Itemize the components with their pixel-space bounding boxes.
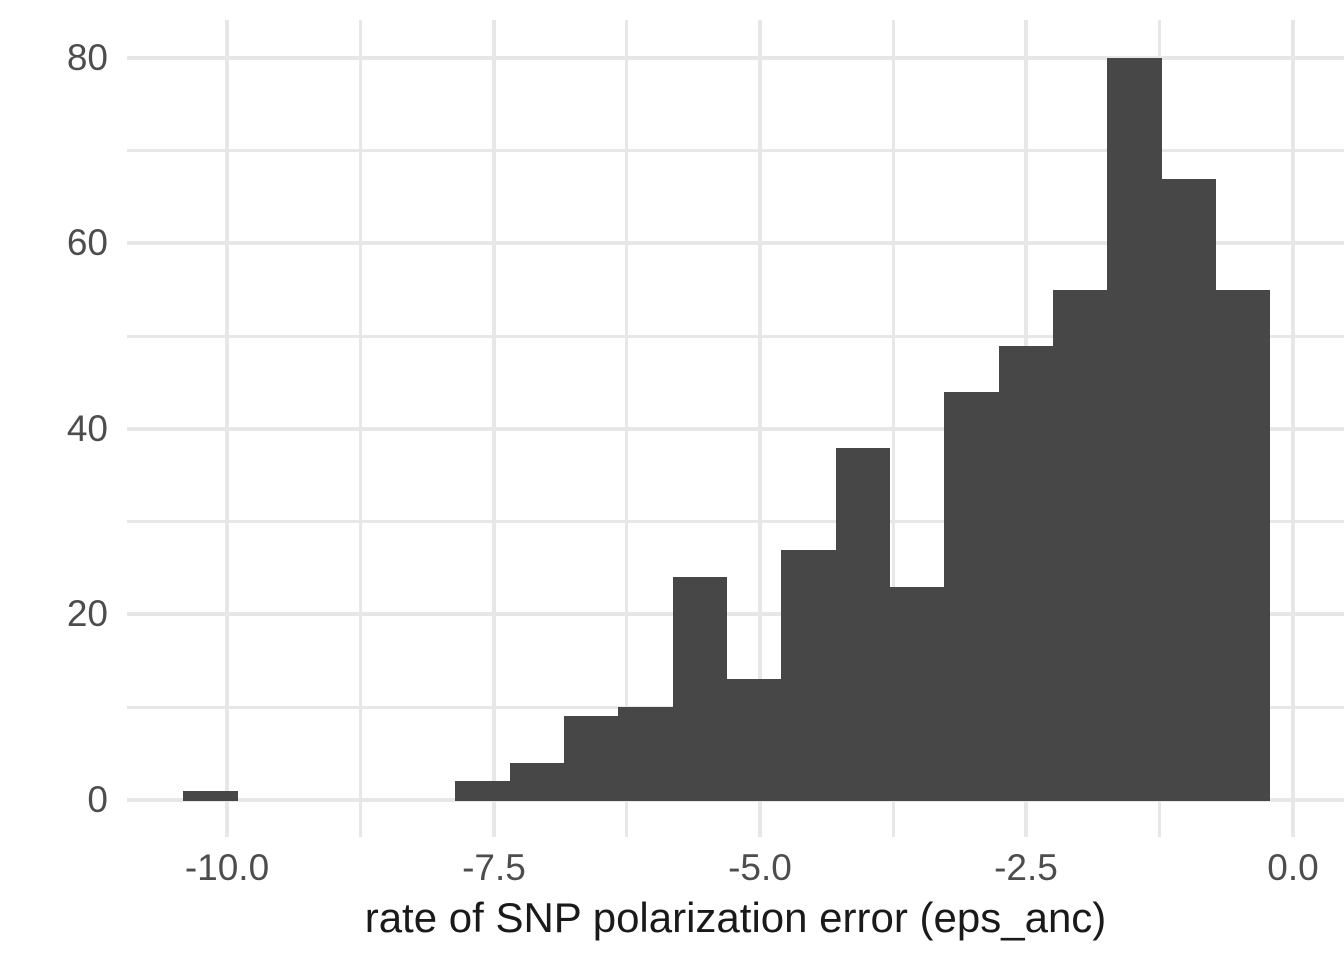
x-tick-label: -5.0 [728, 847, 792, 888]
histogram-bar [781, 550, 836, 801]
histogram-bar [999, 346, 1053, 801]
x-tick-label: -7.5 [462, 847, 526, 888]
x-tick-label: 0.0 [1267, 847, 1319, 888]
histogram-bar [836, 448, 890, 801]
gridline-minor-y [127, 149, 1344, 152]
histogram-bar [673, 577, 727, 801]
plot-panel [127, 20, 1344, 837]
histogram-bar [1162, 179, 1216, 801]
histogram-bar [455, 781, 510, 801]
x-tick-label: -10.0 [184, 847, 270, 888]
gridline-minor-y [127, 520, 1344, 523]
gridline-major-y [127, 612, 1344, 616]
histogram-bar [510, 763, 564, 801]
histogram-bar [1053, 290, 1107, 801]
y-tick-label: 40 [66, 408, 108, 449]
gridline-major-y [127, 56, 1344, 60]
y-tick-label: 80 [66, 37, 108, 78]
y-tick-label: 60 [66, 222, 108, 263]
gridline-minor-y [127, 335, 1344, 338]
histogram-bar [890, 587, 944, 801]
y-tick-label: 20 [66, 593, 108, 634]
x-axis-title: rate of SNP polarization error (eps_anc) [364, 894, 1107, 941]
histogram-bar [1107, 58, 1162, 801]
histogram-bar [944, 392, 999, 801]
gridline-major-y [127, 427, 1344, 431]
y-tick-label: 0 [87, 779, 108, 820]
histogram-bar [564, 716, 618, 801]
histogram-bar [618, 707, 673, 801]
x-tick-label: -2.5 [994, 847, 1058, 888]
gridline-major-y [127, 241, 1344, 245]
histogram-bar [727, 679, 781, 801]
histogram-bar [183, 791, 238, 801]
histogram-bar [1216, 290, 1270, 801]
